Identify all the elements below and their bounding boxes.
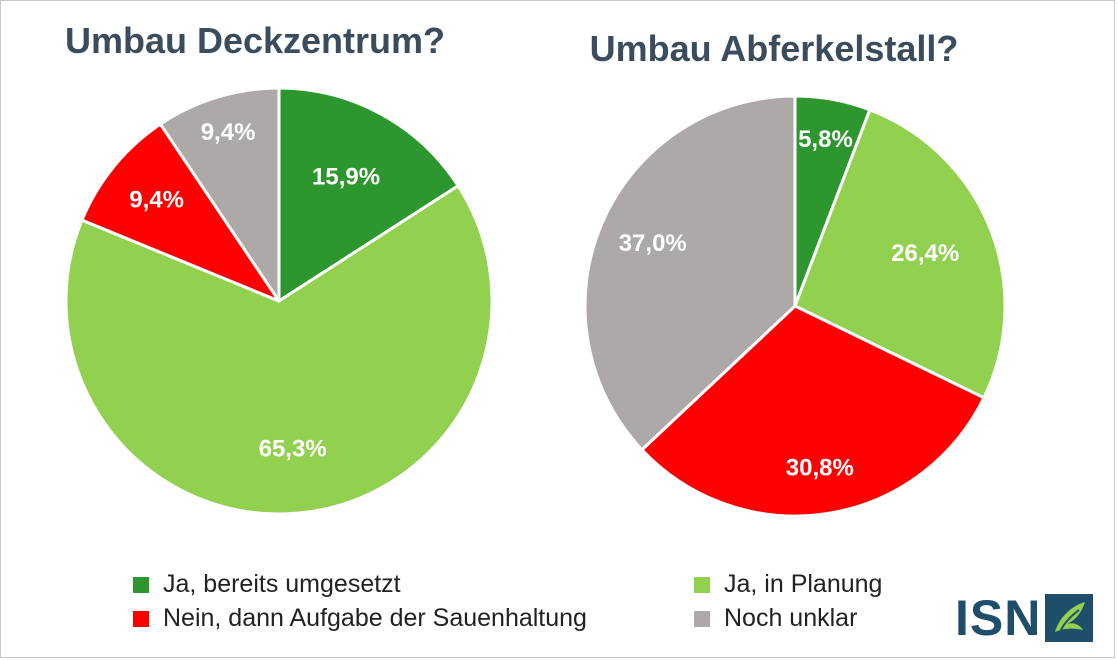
legend-item-ja-bereits: Ja, bereits umgesetzt (133, 570, 401, 599)
pie-slice-noch-unklar (158, 86, 281, 303)
legend-label: Noch unklar (724, 604, 858, 632)
leaf-logo-icon (1045, 594, 1094, 642)
chart-title-deckzentrum: Umbau Deckzentrum? (64, 20, 446, 61)
pie-slice-ja-planung (793, 108, 1007, 400)
pie-slice-nein (640, 304, 986, 518)
legend-label: Nein, dann Aufgabe der Sauenhaltung (163, 604, 587, 632)
data-label-noch-unklar: 37,0% (619, 230, 687, 257)
legend-swatch (694, 576, 710, 593)
logo-text: ISN (955, 590, 1042, 646)
legend-item-ja-planung: Ja, in Planung (694, 570, 882, 599)
isn-logo: ISN (955, 590, 1094, 646)
legend-swatch (133, 610, 149, 627)
legend-label: Ja, in Planung (724, 570, 883, 598)
legend-swatch (694, 610, 710, 627)
data-label-ja-planung: 26,4% (891, 240, 959, 267)
legend-item-nein: Nein, dann Aufgabe der Sauenhaltung (133, 604, 587, 633)
legend-swatch (133, 576, 149, 593)
chart-title-abferkelstall: Umbau Abferkelstall? (589, 28, 959, 69)
pie-slice-nein (80, 122, 281, 303)
pie-slice-ja-planung (64, 184, 494, 516)
data-label-ja-planung: 65,3% (259, 436, 327, 463)
data-label-noch-unklar: 9,4% (201, 119, 256, 146)
legend-label: Ja, bereits umgesetzt (163, 570, 401, 598)
data-label-nein: 30,8% (786, 454, 854, 481)
legend-item-noch-unklar: Noch unklar (694, 604, 857, 633)
data-label-nein: 9,4% (129, 186, 184, 213)
data-label-ja-bereits: 15,9% (312, 163, 380, 190)
pie-slice-ja-bereits (277, 86, 460, 303)
data-label-ja-bereits: 5,8% (798, 126, 853, 153)
pie-slice-noch-unklar (583, 94, 797, 452)
